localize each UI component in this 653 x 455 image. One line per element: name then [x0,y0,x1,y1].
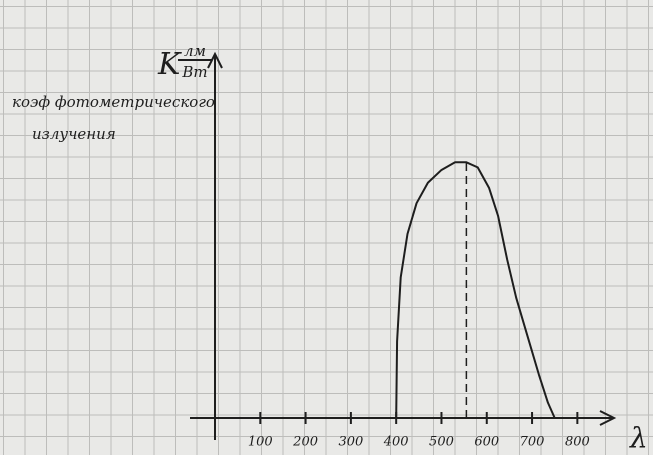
curve [395,161,556,419]
y-axis-label: K [157,47,182,82]
annotation: излучения [32,125,116,143]
x-tick-label: 800 [565,435,590,450]
x-axis [190,410,617,426]
x-tick-label: 200 [292,435,318,450]
y-unit-denominator: Вт [181,63,207,81]
x-tick-label: 100 [248,435,273,450]
y-axis [207,51,223,440]
x-tick-label: 700 [520,435,545,450]
annotation: коэф фотометрического [12,93,215,111]
x-tick-label: 500 [429,435,454,450]
x-axis-label: λ [629,422,648,455]
y-unit-numerator: лм [184,42,206,60]
x-tick-label: 600 [474,435,499,450]
x-tick-label: 400 [383,435,409,450]
x-tick-label: 300 [338,435,363,450]
